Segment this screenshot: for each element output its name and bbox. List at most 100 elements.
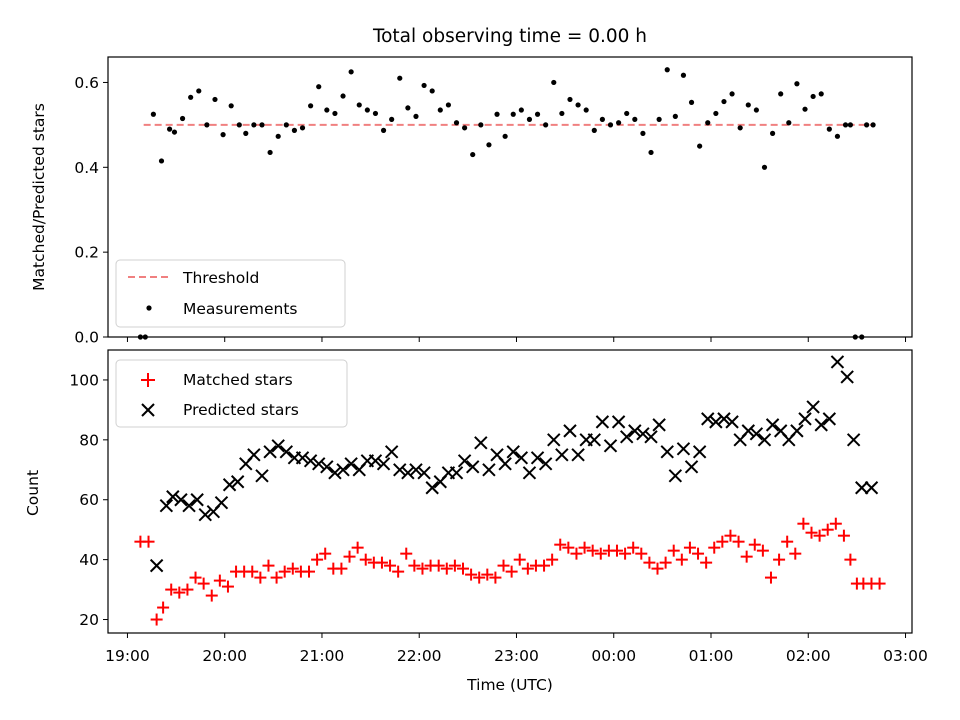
measurement-point	[445, 102, 452, 108]
matched-star-point	[659, 556, 672, 569]
predicted-star-point	[271, 439, 285, 453]
bottom-x-tick-label: 21:00	[300, 647, 345, 665]
measurement-point	[316, 84, 322, 90]
measurement-point	[220, 132, 226, 138]
predicted-stars-legend-label: Predicted stars	[183, 401, 299, 419]
bottom-x-tick-label: 22:00	[397, 647, 442, 665]
measurement-point	[299, 125, 306, 131]
matched-star-point	[408, 559, 421, 572]
predicted-star-point	[449, 466, 464, 480]
predicted-star-point	[303, 454, 318, 468]
predicted-star-point	[514, 451, 529, 465]
matched-star-point	[732, 535, 745, 548]
predicted-star-point	[830, 355, 845, 369]
predicted-star-point	[814, 418, 828, 432]
matched-star-point	[837, 529, 850, 542]
measurement-point	[332, 110, 338, 117]
matched-star-point	[692, 547, 705, 560]
predicted-star-point	[312, 457, 326, 471]
matched-star-point	[873, 577, 886, 590]
matched-star-point	[497, 559, 510, 572]
measurement-point	[616, 120, 622, 126]
predicted-star-point	[457, 454, 472, 468]
measurement-point	[510, 111, 516, 117]
predicted-star-point	[393, 463, 407, 477]
measurement-point	[818, 91, 824, 97]
measurement-point	[551, 79, 557, 86]
predicted-star-point	[401, 466, 415, 480]
matched-star-point	[513, 553, 526, 566]
bottom-plot-panel: Count Time (UTC) 20 40 60 80 100 19:00 20:00 2…	[24, 349, 928, 694]
bottom-legend-box	[115, 359, 348, 428]
top-y-ticks: 0.0 0.2 0.4 0.6	[74, 74, 108, 347]
measurement-point	[486, 142, 492, 148]
predicted-star-point	[846, 433, 861, 447]
matched-star-point	[481, 568, 494, 581]
predicted-star-point	[555, 448, 569, 462]
measurement-point	[150, 111, 156, 117]
matched-star-point	[683, 541, 696, 554]
measurement-point	[847, 122, 854, 128]
predicted-star-point	[765, 418, 780, 432]
measurement-point	[599, 116, 605, 122]
matched-star-point	[748, 538, 761, 551]
measurement-point	[308, 103, 314, 109]
matched-star-point	[740, 550, 753, 563]
bottom-x-ticks: 19:00 20:00 21:00 22:00 23:00 00:00 01:00 02:00…	[105, 633, 928, 665]
matched-star-point	[392, 565, 405, 578]
predicted-star-point	[822, 412, 837, 426]
measurement-point	[405, 105, 411, 111]
predicted-star-point	[684, 460, 699, 474]
measurement-point	[188, 94, 194, 100]
measurement-point	[462, 125, 468, 131]
predicted-star-point	[636, 427, 650, 441]
matched-star-point	[213, 574, 226, 587]
predicted-star-point	[190, 493, 204, 507]
bottom-x-tick-label: 19:00	[105, 647, 150, 665]
measurement-point	[794, 81, 800, 87]
measurement-point	[494, 111, 500, 117]
matched-star-point	[359, 553, 372, 566]
matched-star-point	[610, 544, 623, 557]
matched-star-point	[821, 523, 834, 536]
measurement-point	[324, 107, 330, 113]
predicted-star-point	[344, 457, 358, 471]
predicted-star-point	[295, 451, 310, 465]
matched-star-point	[521, 562, 534, 575]
matched-star-point	[351, 541, 364, 554]
bottom-x-tick-label: 00:00	[591, 647, 636, 665]
matched-star-point	[546, 553, 559, 566]
measurement-point	[761, 164, 768, 170]
measurement-point	[502, 133, 508, 139]
bottom-plot-frame	[107, 349, 913, 634]
predicted-star-point	[571, 448, 585, 462]
matched-star-point	[619, 547, 632, 560]
measurement-point	[413, 113, 419, 119]
predicted-star-point	[222, 478, 237, 492]
matched-star-point	[303, 565, 315, 578]
measurement-point	[864, 122, 870, 128]
measurement-point	[680, 72, 687, 78]
matched-star-point	[150, 613, 163, 626]
predicted-star-point	[709, 415, 723, 429]
measurement-point	[802, 106, 808, 112]
top-y-tick-label: 0.6	[74, 74, 99, 92]
measurement-point	[567, 96, 573, 103]
matched-star-point	[708, 541, 721, 554]
matched-star-point	[578, 541, 591, 554]
matched-star-point	[773, 553, 786, 566]
threshold-legend-label: Threshold	[182, 269, 259, 287]
predicted-star-point	[668, 469, 683, 483]
bottom-plot-marks	[134, 355, 886, 626]
measurement-point	[632, 116, 638, 122]
matched-star-point	[456, 562, 469, 575]
predicted-star-point	[855, 481, 869, 495]
measurement-point	[697, 143, 703, 149]
measurement-point	[212, 96, 218, 103]
predicted-star-point	[806, 400, 820, 414]
measurement-point	[171, 129, 178, 135]
matched-star-point	[781, 535, 794, 548]
top-y-tick-label: 0.0	[74, 329, 99, 347]
matched-star-point	[627, 541, 640, 554]
